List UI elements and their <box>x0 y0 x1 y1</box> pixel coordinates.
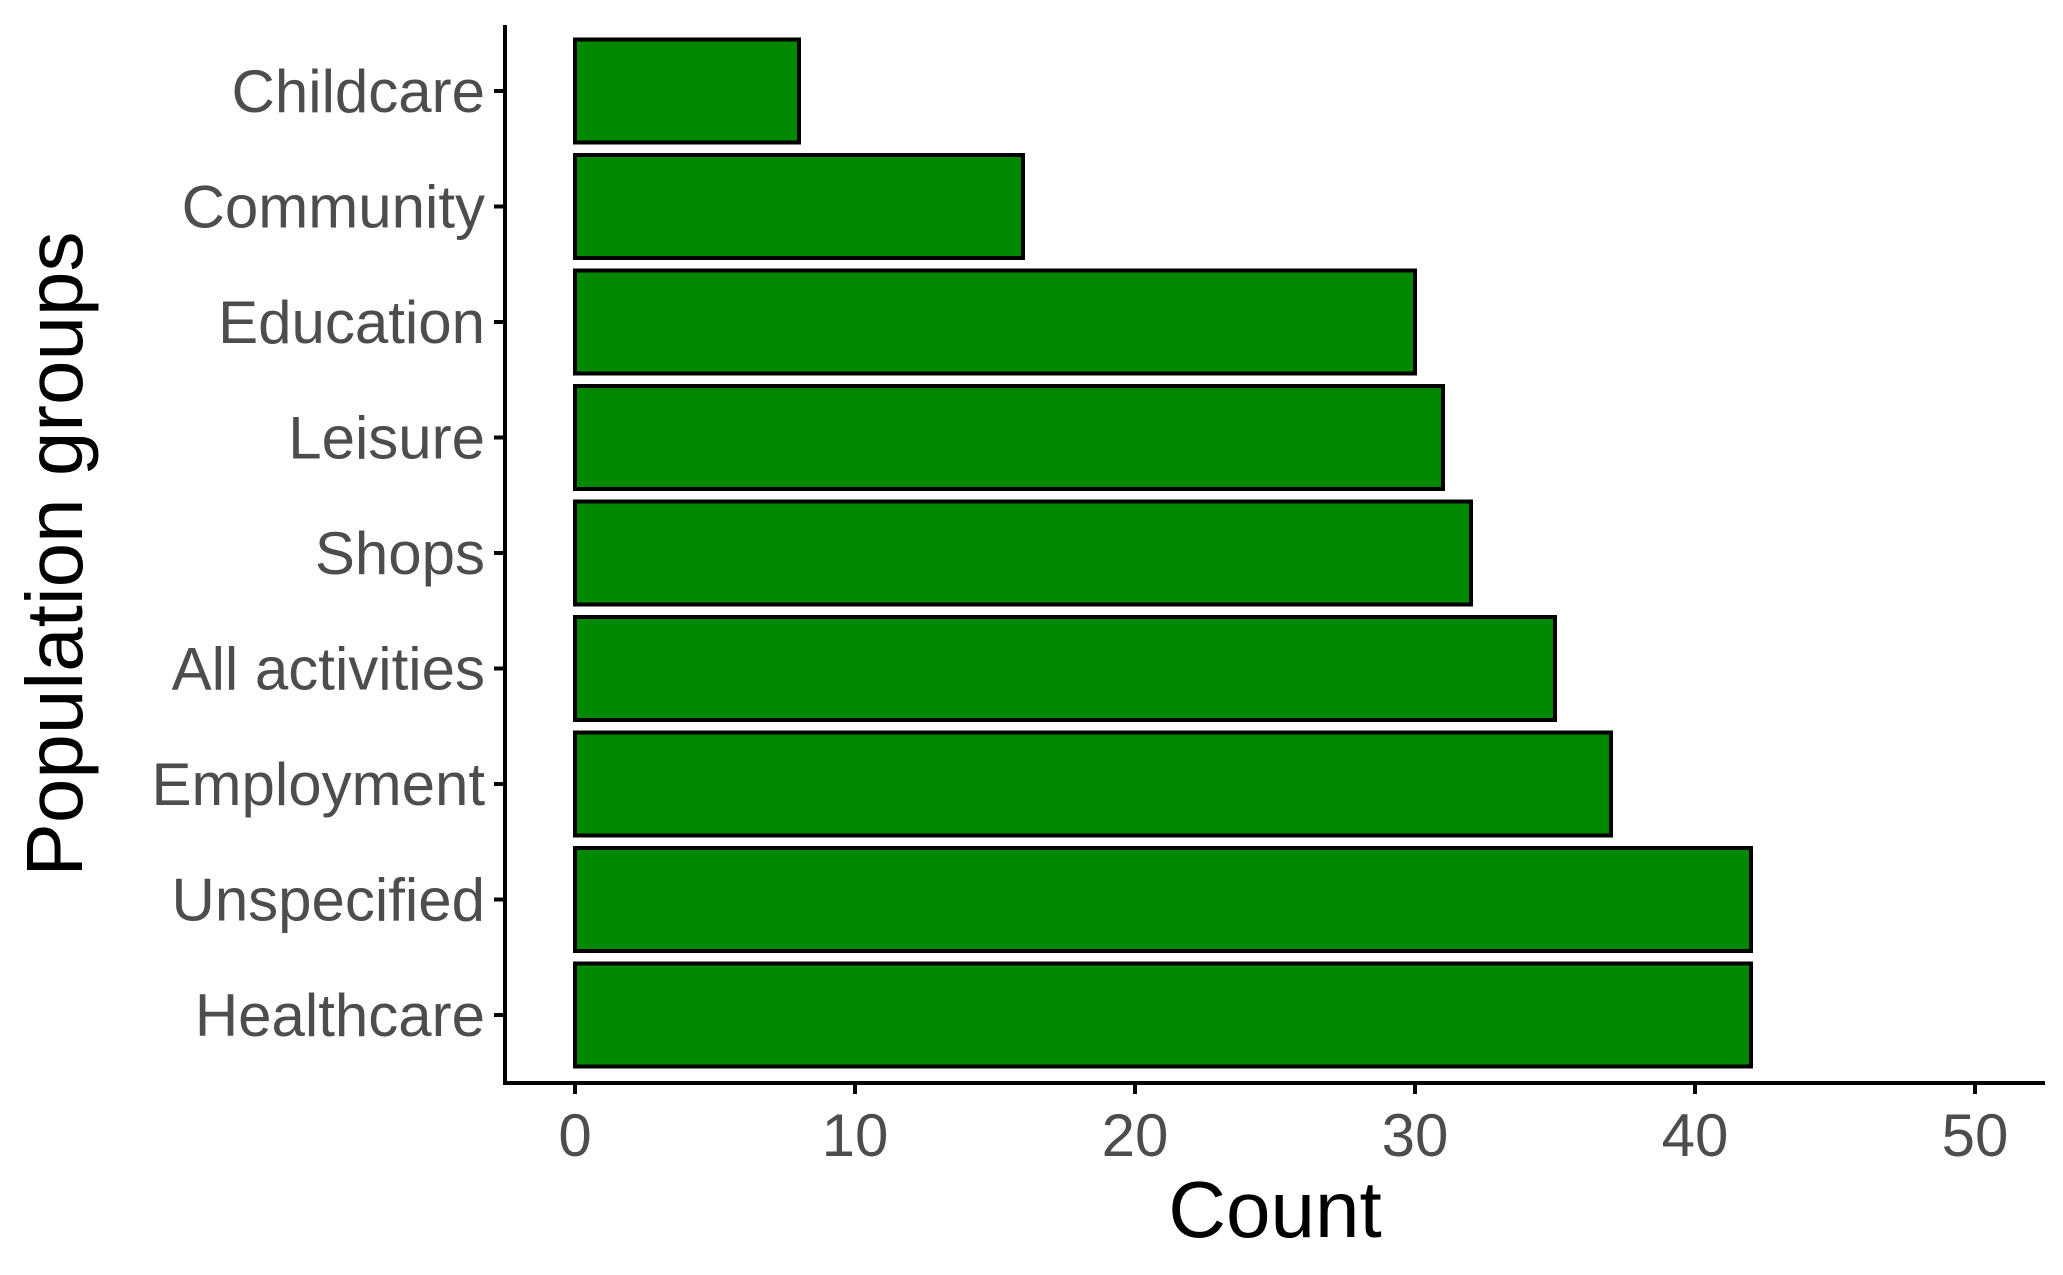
y-tick-label: Shops <box>315 520 485 587</box>
y-tick-label: Education <box>218 289 485 356</box>
y-ticks: Childcare Community Education Leisure Shops A… <box>152 58 505 1049</box>
x-tick-label: 0 <box>558 1102 591 1169</box>
y-axis-title: Population groups <box>10 232 99 877</box>
x-tick-label: 40 <box>1662 1102 1729 1169</box>
bar-leisure <box>573 384 1445 491</box>
x-tick-label: 10 <box>822 1102 889 1169</box>
y-tick-label: Healthcare <box>195 982 485 1049</box>
bar-unspecified <box>573 846 1753 953</box>
x-ticks: 0 10 20 30 40 50 <box>558 1083 2008 1169</box>
x-tick-label: 30 <box>1382 1102 1449 1169</box>
bar-education <box>573 268 1417 376</box>
y-tick-label: Employment <box>152 751 486 818</box>
bars-layer <box>573 37 1753 1069</box>
y-tick-label: Community <box>182 174 485 241</box>
bar-shops <box>573 499 1473 607</box>
y-tick-label: All activities <box>172 636 485 703</box>
bar-childcare <box>573 37 801 145</box>
bar-employment <box>573 730 1613 838</box>
bar-all-activities <box>573 615 1557 722</box>
y-tick-label: Leisure <box>288 405 485 472</box>
x-tick-label: 20 <box>1102 1102 1169 1169</box>
x-tick-label: 50 <box>1942 1102 2009 1169</box>
bar-healthcare <box>573 961 1753 1069</box>
y-tick-label: Childcare <box>232 58 485 125</box>
bar-community <box>573 153 1025 260</box>
x-axis-title: Count <box>1168 1165 1381 1254</box>
y-tick-label: Unspecified <box>171 867 485 934</box>
